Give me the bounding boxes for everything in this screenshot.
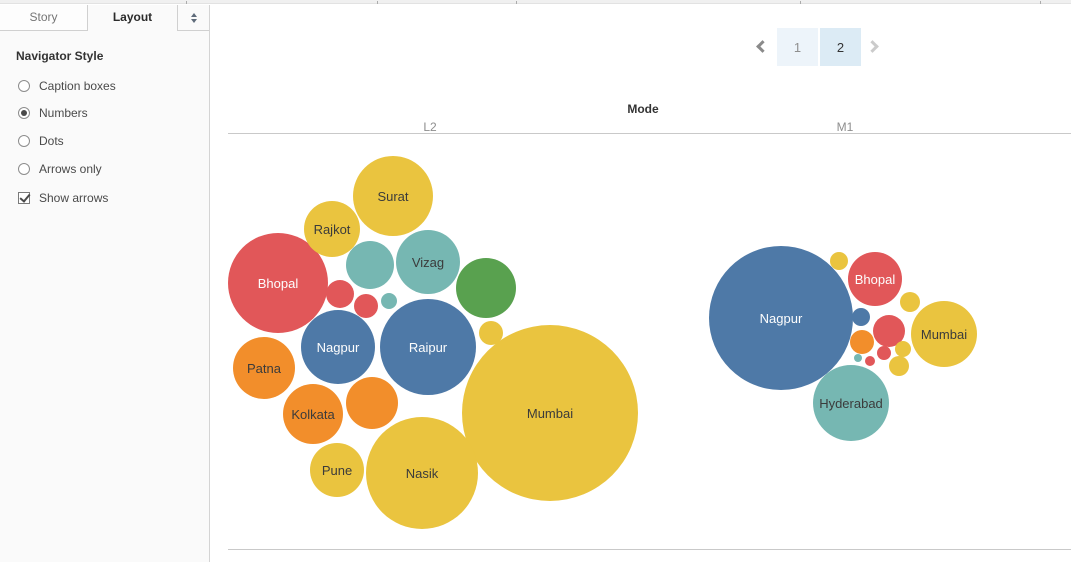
radio-option-numbers[interactable]: Numbers (18, 106, 88, 120)
radio-option-dots[interactable]: Dots (18, 134, 64, 148)
bubble-unlabeled[interactable] (326, 280, 354, 308)
pager-page-2[interactable]: 2 (820, 28, 861, 66)
bubble-unlabeled[interactable] (854, 354, 862, 362)
bubble-label: Rajkot (313, 221, 351, 237)
bubble-label: Bhopal (257, 275, 299, 291)
bubble-mumbai[interactable]: Mumbai (911, 301, 977, 367)
window-edge-tick (516, 1, 517, 4)
radio-label: Dots (39, 134, 64, 148)
chart-bottom-line (228, 549, 1071, 550)
bubble-hyderabad[interactable]: Hyderabad (813, 365, 889, 441)
bubble-pune[interactable]: Pune (310, 443, 364, 497)
layout-pane-sidebar: Story Layout Navigator Style Caption box… (0, 5, 210, 562)
bubble-unlabeled[interactable] (895, 341, 911, 357)
radio-label: Numbers (39, 106, 88, 120)
window-edge-tick (1040, 1, 1041, 4)
bubble-label: Mumbai (526, 405, 574, 421)
checkbox-show-arrows[interactable]: Show arrows (18, 191, 108, 205)
bubble-patna[interactable]: Patna (233, 337, 295, 399)
bubble-unlabeled[interactable] (865, 356, 875, 366)
bubble-unlabeled[interactable] (852, 308, 870, 326)
pager-page-1[interactable]: 1 (777, 28, 818, 66)
radio-label: Arrows only (39, 162, 102, 176)
bubble-surat[interactable]: Surat (353, 156, 433, 236)
tab-story[interactable]: Story (0, 5, 88, 31)
bubble-unlabeled[interactable] (850, 330, 874, 354)
window-top-edge (0, 0, 1071, 4)
bubble-raipur[interactable]: Raipur (380, 299, 476, 395)
window-edge-tick (800, 1, 801, 4)
window-edge-tick (377, 1, 378, 4)
bubble-unlabeled[interactable] (346, 241, 394, 289)
header-divider-line (228, 133, 1071, 134)
bubble-kolkata[interactable]: Kolkata (283, 384, 343, 444)
bubble-unlabeled[interactable] (830, 252, 848, 270)
radio-label: Caption boxes (39, 79, 116, 93)
column-header-l2[interactable]: L2 (423, 120, 437, 134)
radio-icon[interactable] (18, 107, 30, 119)
bubble-label: Hyderabad (819, 395, 883, 411)
bubble-bhopal[interactable]: Bhopal (848, 252, 902, 306)
bubble-label: Nagpur (316, 339, 360, 355)
bubble-unlabeled[interactable] (456, 258, 516, 318)
radio-option-arrows-only[interactable]: Arrows only (18, 162, 102, 176)
bubble-nagpur[interactable]: Nagpur (709, 246, 853, 390)
window-edge-tick (186, 1, 187, 4)
up-arrow-icon (190, 12, 197, 17)
bubble-unlabeled[interactable] (346, 377, 398, 429)
bubble-unlabeled[interactable] (479, 321, 503, 345)
tab-layout[interactable]: Layout (88, 5, 178, 31)
bubble-nagpur[interactable]: Nagpur (301, 310, 375, 384)
bubble-label: Nasik (405, 465, 439, 481)
bubble-unlabeled[interactable] (877, 346, 891, 360)
chart-field-title[interactable]: Mode (627, 102, 659, 116)
bubble-label: Nagpur (759, 310, 803, 326)
bubble-label: Surat (377, 188, 409, 204)
radio-icon[interactable] (18, 163, 30, 175)
radio-option-caption-boxes[interactable]: Caption boxes (18, 79, 116, 93)
bubble-unlabeled[interactable] (354, 294, 378, 318)
bubble-unlabeled[interactable] (889, 356, 909, 376)
radio-icon[interactable] (18, 80, 30, 92)
bubble-unlabeled[interactable] (381, 293, 397, 309)
bubble-label: Mumbai (920, 326, 968, 342)
bubble-label: Bhopal (854, 271, 896, 287)
pane-tabbar: Story Layout (0, 5, 209, 31)
bubble-nasik[interactable]: Nasik (366, 417, 478, 529)
column-header-m1[interactable]: M1 (836, 120, 854, 134)
pane-resize-control[interactable] (178, 5, 209, 31)
bubble-label: Kolkata (291, 406, 335, 422)
radio-icon[interactable] (18, 135, 30, 147)
checkbox-label: Show arrows (39, 191, 109, 205)
navigator-style-heading: Navigator Style (16, 49, 104, 63)
bubble-label: Raipur (408, 339, 448, 355)
bubble-label: Pune (321, 462, 353, 478)
checkbox-icon[interactable] (18, 192, 30, 204)
bubble-mumbai[interactable]: Mumbai (462, 325, 638, 501)
bubble-label: Vizag (411, 254, 445, 270)
bubble-label: Patna (247, 360, 281, 376)
down-arrow-icon (190, 18, 197, 23)
bubble-unlabeled[interactable] (900, 292, 920, 312)
bubble-vizag[interactable]: Vizag (396, 230, 460, 294)
